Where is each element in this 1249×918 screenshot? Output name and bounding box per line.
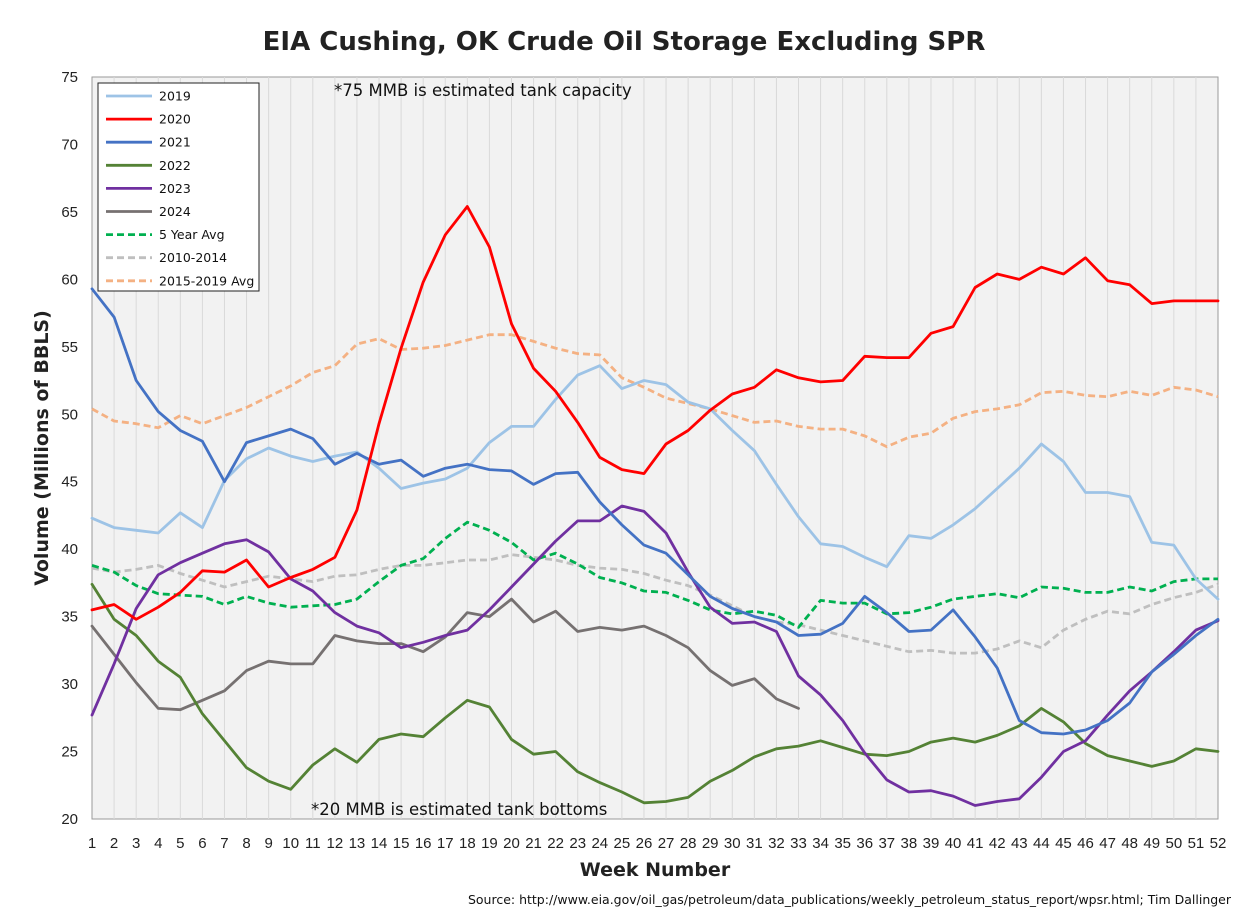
chart-title: EIA Cushing, OK Crude Oil Storage Exclud… bbox=[263, 27, 986, 57]
x-tick-label: 9 bbox=[264, 835, 272, 852]
legend-label: 2022 bbox=[159, 158, 191, 173]
y-tick-label: 55 bbox=[61, 339, 78, 356]
y-tick-label: 75 bbox=[61, 69, 78, 86]
x-tick-label: 20 bbox=[503, 835, 520, 852]
x-tick-label: 27 bbox=[658, 835, 675, 852]
x-tick-label: 18 bbox=[459, 835, 476, 852]
x-tick-label: 43 bbox=[1011, 835, 1028, 852]
annotation-bottoms: *20 MMB is estimated tank bottoms bbox=[311, 800, 607, 819]
x-tick-label: 41 bbox=[967, 835, 984, 852]
x-tick-label: 14 bbox=[371, 835, 388, 852]
legend-label: 2015-2019 Avg bbox=[159, 273, 254, 288]
x-tick-label: 45 bbox=[1055, 835, 1072, 852]
x-tick-label: 46 bbox=[1077, 835, 1094, 852]
series-layer bbox=[90, 205, 1220, 807]
x-tick-label: 35 bbox=[834, 835, 851, 852]
series-line-2019 bbox=[90, 364, 1220, 601]
y-tick-label: 50 bbox=[61, 406, 78, 423]
y-axis-label: Volume (Millions of BBLS) bbox=[31, 310, 53, 586]
legend-label: 2024 bbox=[159, 204, 191, 219]
x-tick-label: 32 bbox=[768, 835, 785, 852]
x-tick-label: 38 bbox=[901, 835, 918, 852]
x-tick-label: 52 bbox=[1210, 835, 1227, 852]
x-tick-label: 7 bbox=[220, 835, 228, 852]
x-tick-label: 16 bbox=[415, 835, 432, 852]
x-tick-label: 2 bbox=[110, 835, 118, 852]
x-tick-label: 47 bbox=[1099, 835, 1116, 852]
x-tick-label: 49 bbox=[1143, 835, 1160, 852]
x-tick-label: 48 bbox=[1121, 835, 1138, 852]
x-tick-label: 21 bbox=[525, 835, 542, 852]
x-tick-label: 31 bbox=[746, 835, 763, 852]
legend: 2019 2020 2021 2022 2023 2024 5 Year Avg 2010-2… bbox=[97, 82, 260, 292]
x-tick-label: 19 bbox=[481, 835, 498, 852]
x-tick-label: 23 bbox=[569, 835, 586, 852]
x-tick-label: 25 bbox=[614, 835, 631, 852]
series-line-2020 bbox=[90, 205, 1220, 621]
plot-area bbox=[91, 76, 1219, 820]
y-tick-label: 35 bbox=[61, 609, 78, 626]
series-line-5-year-avg bbox=[91, 520, 1218, 629]
legend-label: 2010-2014 bbox=[159, 250, 227, 265]
x-axis-ticks: 1 2 3 4 5 6 7 8 9 10 11 12 13 14 15 16 17 18 19 20 21 22 23 24 2… bbox=[88, 835, 1227, 852]
x-tick-label: 17 bbox=[437, 835, 454, 852]
legend-label: 2023 bbox=[159, 181, 191, 196]
series-line-2021 bbox=[90, 287, 1220, 736]
x-tick-label: 34 bbox=[812, 835, 829, 852]
x-tick-label: 39 bbox=[923, 835, 940, 852]
x-tick-label: 15 bbox=[393, 835, 410, 852]
x-tick-label: 37 bbox=[878, 835, 895, 852]
x-tick-label: 1 bbox=[88, 835, 96, 852]
legend-label: 5 Year Avg bbox=[159, 227, 225, 242]
series-line-2015-2019-avg bbox=[91, 333, 1219, 449]
y-tick-label: 60 bbox=[61, 271, 78, 288]
x-tick-label: 51 bbox=[1188, 835, 1205, 852]
legend-label: 2020 bbox=[159, 112, 191, 127]
x-tick-label: 26 bbox=[636, 835, 653, 852]
legend-label: 2021 bbox=[159, 135, 191, 150]
x-tick-label: 8 bbox=[242, 835, 250, 852]
y-tick-label: 25 bbox=[61, 744, 78, 761]
x-tick-label: 11 bbox=[305, 835, 321, 852]
x-axis-label: Week Number bbox=[580, 859, 731, 881]
source-note: Source: http://www.eia.gov/oil_gas/petro… bbox=[468, 892, 1232, 907]
y-tick-label: 20 bbox=[61, 811, 78, 828]
x-tick-label: 6 bbox=[198, 835, 206, 852]
x-tick-label: 44 bbox=[1033, 835, 1050, 852]
annotation-capacity: *75 MMB is estimated tank capacity bbox=[334, 81, 632, 100]
x-tick-label: 33 bbox=[790, 835, 807, 852]
y-tick-label: 70 bbox=[61, 136, 78, 153]
y-tick-label: 65 bbox=[61, 204, 78, 221]
series-line-2010-2014 bbox=[91, 553, 1219, 655]
x-tick-label: 29 bbox=[702, 835, 719, 852]
y-axis-ticks: 20 25 30 35 40 45 50 55 60 65 70 75 bbox=[61, 69, 78, 828]
x-tick-label: 42 bbox=[989, 835, 1006, 852]
x-tick-label: 10 bbox=[282, 835, 299, 852]
series-line-2022 bbox=[90, 582, 1220, 805]
x-tick-label: 4 bbox=[154, 835, 162, 852]
x-tick-label: 13 bbox=[349, 835, 366, 852]
x-tick-label: 22 bbox=[547, 835, 564, 852]
x-tick-label: 28 bbox=[680, 835, 697, 852]
x-tick-label: 40 bbox=[945, 835, 962, 852]
x-tick-label: 30 bbox=[724, 835, 741, 852]
y-tick-label: 45 bbox=[61, 474, 78, 491]
legend-label: 2019 bbox=[159, 89, 191, 104]
y-tick-label: 40 bbox=[61, 541, 78, 558]
x-tick-label: 24 bbox=[591, 835, 608, 852]
y-tick-label: 30 bbox=[61, 676, 78, 693]
x-tick-label: 50 bbox=[1165, 835, 1182, 852]
x-tick-label: 36 bbox=[856, 835, 873, 852]
x-tick-label: 3 bbox=[132, 835, 140, 852]
x-tick-label: 5 bbox=[176, 835, 184, 852]
x-tick-label: 12 bbox=[327, 835, 344, 852]
series-line-2023 bbox=[90, 504, 1220, 807]
